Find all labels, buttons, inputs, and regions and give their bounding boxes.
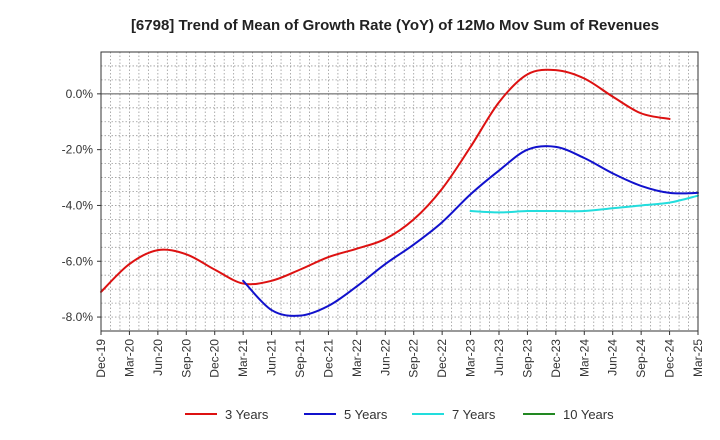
legend-label-5-years: 5 Years [344,407,388,422]
y-tick-label: -6.0% [62,254,94,268]
x-tick-label: Mar-21 [236,339,250,377]
x-tick-label: Dec-21 [321,339,335,378]
x-tick-label: Dec-19 [94,339,108,378]
chart-title: [6798] Trend of Mean of Growth Rate (YoY… [131,17,659,34]
y-axis: 0.0% -2.0% -4.0% -6.0% -8.0% [62,87,101,324]
x-tick-label: Mar-23 [464,339,478,377]
x-tick-label: Jun-20 [151,339,165,376]
x-tick-label: Dec-23 [549,339,563,378]
x-tick-label: Sep-21 [293,339,307,378]
legend: 3 Years 5 Years 7 Years 10 Years [185,407,614,422]
series-group [100,68,699,317]
x-tick-label: Mar-25 [691,339,705,377]
plot-border [100,51,699,332]
legend-label-3-years: 3 Years [225,407,269,422]
legend-label-7-years: 7 Years [452,407,496,422]
grid [101,52,698,331]
x-tick-label: Mar-24 [577,339,591,377]
x-tick-label: Sep-20 [179,339,193,378]
x-tick-label: Jun-21 [265,339,279,376]
x-tick-label: Jun-23 [492,339,506,376]
x-tick-label: Dec-20 [208,339,222,378]
x-tick-label: Mar-22 [350,339,364,377]
y-tick-label: -8.0% [62,310,94,324]
series-line-5-years [242,145,699,317]
x-tick-label: Sep-24 [634,339,648,378]
x-tick-label: Sep-23 [520,339,534,378]
y-tick-label: 0.0% [66,87,94,101]
x-axis: Dec-19 Mar-20 Jun-20 Sep-20 Dec-20 Mar-21 Jun-… [94,331,705,378]
x-tick-label: Jun-24 [606,339,620,376]
x-tick-label: Dec-22 [435,339,449,378]
x-tick-label: Jun-22 [378,339,392,376]
legend-label-10-years: 10 Years [563,407,614,422]
x-tick-label: Sep-22 [407,339,421,378]
series-line-7-years [469,194,699,214]
x-tick-label: Mar-20 [122,339,136,377]
plot-frame [100,51,699,332]
y-tick-label: -2.0% [62,143,94,157]
y-tick-label: -4.0% [62,198,94,212]
series-line-3-years [100,68,671,293]
x-tick-label: Dec-24 [663,339,677,378]
